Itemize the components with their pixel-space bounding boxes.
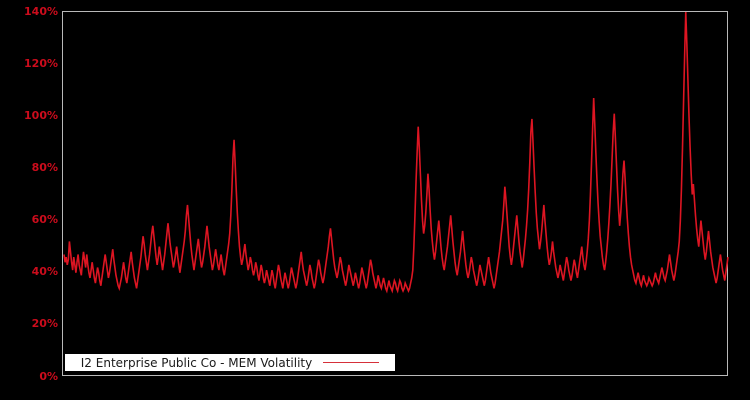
y-axis-tick-0: 0%: [39, 369, 58, 383]
volatility-line: [63, 12, 729, 294]
y-axis-tick-60: 60%: [31, 213, 58, 227]
y-axis-tick-40: 40%: [31, 265, 58, 279]
legend-label: I2 Enterprise Public Co - MEM Volatility: [80, 355, 313, 370]
y-axis-tick-labels: 0% 20% 40% 60% 80% 100% 120% 140%: [0, 0, 58, 400]
y-axis-tick-120: 120%: [24, 56, 58, 70]
legend-box: I2 Enterprise Public Co - MEM Volatility: [65, 354, 395, 371]
series-canvas: [63, 12, 729, 294]
y-axis-tick-140: 140%: [24, 4, 58, 18]
y-axis-tick-80: 80%: [31, 160, 58, 174]
legend-line-sample-icon: [323, 362, 380, 363]
y-axis-tick-20: 20%: [31, 317, 58, 331]
plot-area: [62, 11, 729, 376]
y-axis-tick-100: 100%: [24, 108, 58, 122]
